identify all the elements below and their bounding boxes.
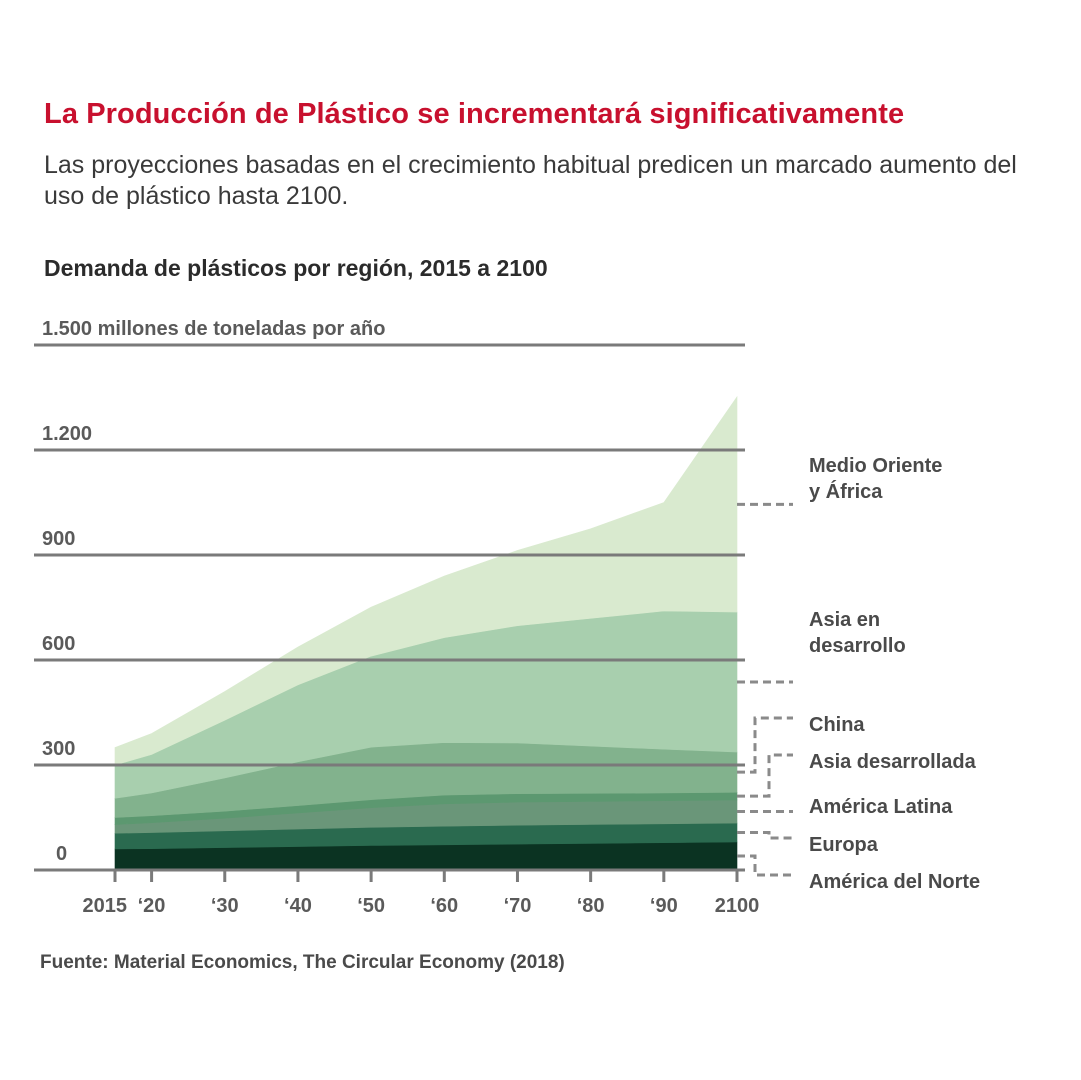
legend: Medio Oriente y África Asia en desarrollo Ch… [737, 455, 980, 893]
grid-lines [34, 343, 745, 872]
legend-label-asia-en-desarrollo: Asia en [809, 609, 880, 631]
y-axis-labels: 0 300 600 900 1.200 1.500 millones de tonelad… [42, 318, 385, 865]
legend-label-asia-en-desarrollo-line2: desarrollo [809, 635, 906, 657]
x-tick-label: ‘80 [577, 895, 605, 917]
x-tick-label: ‘20 [138, 895, 166, 917]
source-note: Fuente: Material Economics, The Circular… [40, 952, 565, 973]
y-tick-label: 0 [56, 843, 67, 865]
page-title: La Producción de Plástico se incrementar… [44, 98, 905, 130]
legend-label-asia-desarrollada: Asia desarrollada [809, 751, 977, 773]
legend-label-medio-oriente-y-africa: Medio Oriente [809, 455, 942, 477]
legend-leader-europa [737, 831, 793, 840]
legend-label-europa: Europa [809, 834, 879, 856]
y-tick-label: 600 [42, 633, 75, 655]
x-tick-label: 2100 [715, 895, 760, 917]
y-tick-label: 1.500 millones de toneladas por año [42, 318, 385, 340]
x-tick-label: ‘60 [430, 895, 458, 917]
y-tick-label: 300 [42, 738, 75, 760]
y-tick-label: 900 [42, 528, 75, 550]
x-tick-label: ‘30 [211, 895, 239, 917]
legend-label-medio-oriente-y-africa-line2: y África [809, 480, 883, 503]
x-tick-label: ‘50 [357, 895, 385, 917]
page-subtitle: Las proyecciones basadas en el crecimien… [44, 151, 1017, 210]
legend-leader-asia-desarrollada [737, 753, 793, 798]
x-tick-label: ‘40 [284, 895, 312, 917]
legend-label-america-del-norte: América del Norte [809, 871, 980, 893]
area-medio-oriente-y-africa [114, 395, 738, 766]
x-tick-label: ‘70 [504, 895, 532, 917]
x-tick-label: 2015 [83, 895, 128, 917]
legend-leader-china [737, 716, 793, 774]
legend-leader-america-del-norte [737, 854, 793, 877]
y-tick-label: 1.200 [42, 423, 92, 445]
legend-label-america-latina: América Latina [809, 796, 953, 818]
x-axis-labels: 2015 ‘20 ‘30 ‘40 ‘50 ‘60 ‘70 ‘80 ‘90 2100 [83, 870, 760, 917]
x-tick-label: ‘90 [650, 895, 678, 917]
legend-label-china: China [809, 714, 865, 736]
chart-title: Demanda de plásticos por región, 2015 a … [44, 255, 548, 281]
area-layers [114, 395, 738, 871]
